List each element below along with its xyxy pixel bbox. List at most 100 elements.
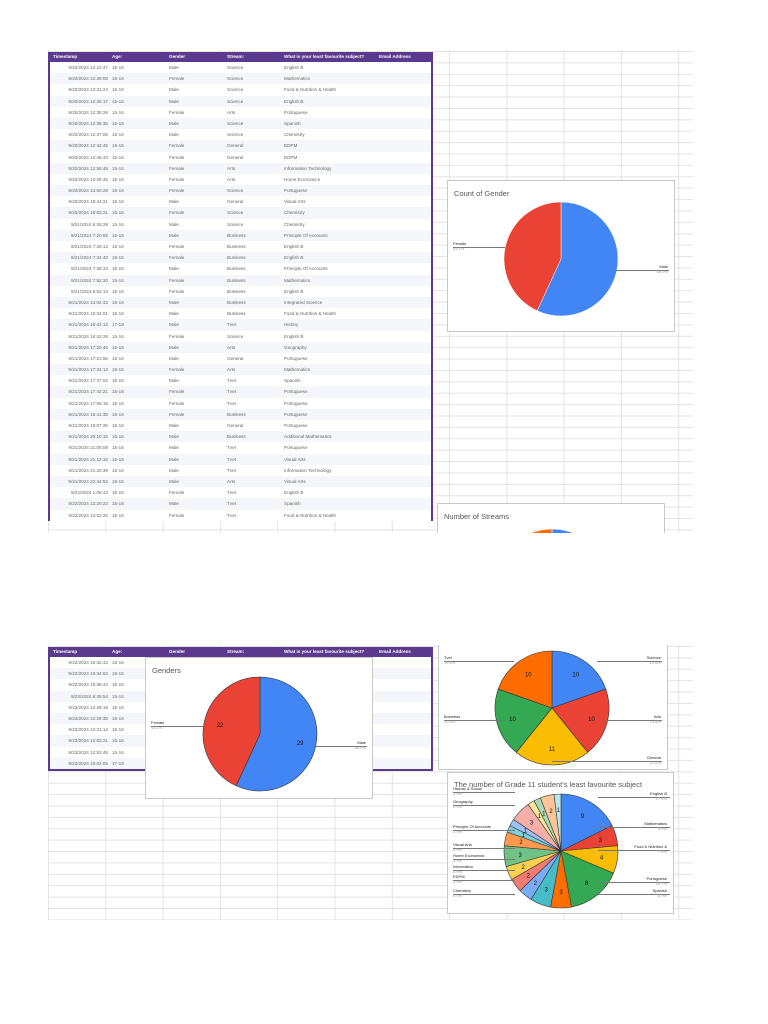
table-cell[interactable]: Integrated Science: [284, 299, 323, 305]
table-cell[interactable]: General: [227, 355, 244, 361]
table-cell[interactable]: Chemistry: [284, 221, 305, 227]
table-cell[interactable]: 9/20/2024 13:26:45: [68, 176, 108, 182]
table-cell[interactable]: 9/23/2024 12:29:35: [68, 715, 108, 721]
table-cell[interactable]: EDPM: [284, 154, 298, 160]
table-cell[interactable]: 9/21/2024 17:42:21: [68, 389, 108, 395]
table-cell[interactable]: 15-16: [112, 210, 124, 216]
table-cell[interactable]: Male: [169, 501, 179, 507]
table-cell[interactable]: Spanish: [284, 378, 301, 384]
table-cell[interactable]: 15-16: [112, 143, 124, 149]
table-cell[interactable]: 15-16: [112, 176, 124, 182]
table-cell[interactable]: Male: [169, 120, 179, 126]
table-cell[interactable]: 17-18: [112, 322, 124, 328]
table-cell[interactable]: Additional Mathematics: [284, 434, 332, 440]
table-cell[interactable]: Business: [227, 311, 246, 317]
table-cell[interactable]: Female: [169, 255, 185, 261]
table-cell[interactable]: Science: [227, 221, 244, 227]
table-cell[interactable]: 15-16: [112, 400, 124, 406]
table-cell[interactable]: Arts: [227, 109, 236, 115]
table-cell[interactable]: 9/21/2024 17:55:18: [68, 400, 108, 406]
table-cell[interactable]: Tvet: [227, 400, 236, 406]
table-cell[interactable]: 9/22/2024 1:08:42: [70, 490, 108, 496]
table-cell[interactable]: 9/23/2024 12:53:21: [68, 738, 108, 744]
column-header[interactable]: Stream:: [227, 649, 245, 654]
table-cell[interactable]: 15-16: [112, 120, 124, 126]
table-cell[interactable]: 9/23/2024 8:45:54: [70, 693, 108, 699]
table-cell[interactable]: Tvet: [227, 445, 236, 451]
column-header[interactable]: Email Address: [379, 649, 411, 654]
table-cell[interactable]: Spanish: [284, 501, 301, 507]
table-cell[interactable]: English B: [284, 98, 304, 104]
table-cell[interactable]: Science: [227, 120, 244, 126]
table-cell[interactable]: Female: [169, 490, 185, 496]
table-cell[interactable]: Portuguese: [284, 188, 308, 194]
table-cell[interactable]: Tvet: [227, 501, 236, 507]
table-cell[interactable]: 15-16: [112, 660, 124, 665]
table-cell[interactable]: 15-16: [112, 411, 124, 417]
table-cell[interactable]: Science: [227, 87, 244, 93]
table-cell[interactable]: Business: [227, 244, 246, 249]
table-cell[interactable]: Female: [169, 244, 185, 249]
table-cell[interactable]: 15-16: [112, 87, 124, 93]
table-cell[interactable]: Business: [227, 232, 246, 238]
table-cell[interactable]: Female: [169, 512, 185, 518]
table-cell[interactable]: Science: [227, 65, 244, 70]
table-cell[interactable]: Business: [227, 299, 246, 305]
column-header[interactable]: What is your least favourite subject?: [284, 54, 365, 59]
table-cell[interactable]: Food & Nutrition & Health: [284, 311, 337, 317]
table-cell[interactable]: Science: [227, 210, 244, 216]
table-cell[interactable]: Male: [169, 311, 179, 317]
column-header[interactable]: Age:: [112, 649, 123, 654]
table-cell[interactable]: Male: [169, 266, 179, 272]
table-cell[interactable]: 15-16: [112, 244, 124, 249]
table-cell[interactable]: 15-16: [112, 738, 124, 744]
table-cell[interactable]: Visual Arts: [284, 456, 306, 462]
table-cell[interactable]: 15-16: [112, 445, 124, 451]
pie-slice-female[interactable]: [202, 676, 261, 787]
table-cell[interactable]: Male: [169, 221, 179, 227]
table-cell[interactable]: 15-16: [112, 109, 124, 115]
column-header[interactable]: Stream:: [227, 54, 245, 59]
table-cell[interactable]: Male: [169, 456, 179, 462]
table-cell[interactable]: Female: [169, 109, 185, 115]
table-cell[interactable]: 9/21/2024 7:52:30: [70, 277, 108, 283]
table-cell[interactable]: 15-16: [112, 311, 124, 317]
table-cell[interactable]: 9/20/2024 12:28:08: [68, 76, 108, 82]
table-cell[interactable]: 15-16: [112, 255, 124, 261]
table-cell[interactable]: 15-16: [112, 682, 124, 688]
table-cell[interactable]: 15-16: [112, 333, 124, 339]
table-cell[interactable]: EDPM: [284, 143, 298, 149]
table-cell[interactable]: 9/21/2024 14:02:43: [68, 299, 108, 305]
table-cell[interactable]: 15-16: [112, 188, 124, 194]
table-cell[interactable]: Male: [169, 423, 179, 428]
table-cell[interactable]: 9/21/2024 17:34:13: [68, 367, 108, 373]
table-cell[interactable]: 15-16: [112, 132, 124, 138]
table-cell[interactable]: Home Economics: [284, 176, 320, 182]
table-cell[interactable]: 9/20/2024 18:44:21: [68, 199, 108, 205]
table-cell[interactable]: Tvet: [227, 456, 236, 462]
table-cell[interactable]: 9/22/2024 19:32:42: [68, 660, 108, 665]
table-cell[interactable]: 9/22/2024 14:52:20: [68, 512, 108, 518]
table-cell[interactable]: Portuguese: [284, 355, 308, 361]
table-cell[interactable]: Tvet: [227, 322, 236, 328]
table-cell[interactable]: Information Technology: [284, 467, 332, 473]
table-cell[interactable]: 9/21/2024 16:43:28: [68, 333, 108, 339]
table-cell[interactable]: 9/22/2024 19:34:04: [68, 671, 108, 677]
table-cell[interactable]: 9/21/2024 17:20:46: [68, 344, 108, 350]
column-header[interactable]: Gender: [169, 649, 186, 654]
table-cell[interactable]: 9/20/2024 12:46:43: [68, 154, 108, 160]
table-cell[interactable]: 9/23/2024 12:53:48: [68, 749, 108, 755]
table-cell[interactable]: 15-16: [112, 704, 124, 710]
table-cell[interactable]: General: [227, 423, 244, 428]
pie-slice-female[interactable]: [503, 201, 562, 312]
table-cell[interactable]: Male: [169, 87, 179, 93]
table-cell[interactable]: 15-16: [112, 671, 124, 677]
table-cell[interactable]: 15-16: [112, 76, 124, 82]
table-cell[interactable]: Portuguese: [284, 445, 308, 451]
table-cell[interactable]: 9/21/2024 18:41:35: [68, 411, 108, 417]
table-cell[interactable]: Male: [169, 344, 179, 350]
table-cell[interactable]: 9/21/2024 17:37:02: [68, 378, 108, 384]
table-cell[interactable]: Business: [227, 411, 246, 417]
pie-slice-science[interactable]: [551, 528, 606, 533]
table-cell[interactable]: 15-16: [112, 98, 124, 104]
